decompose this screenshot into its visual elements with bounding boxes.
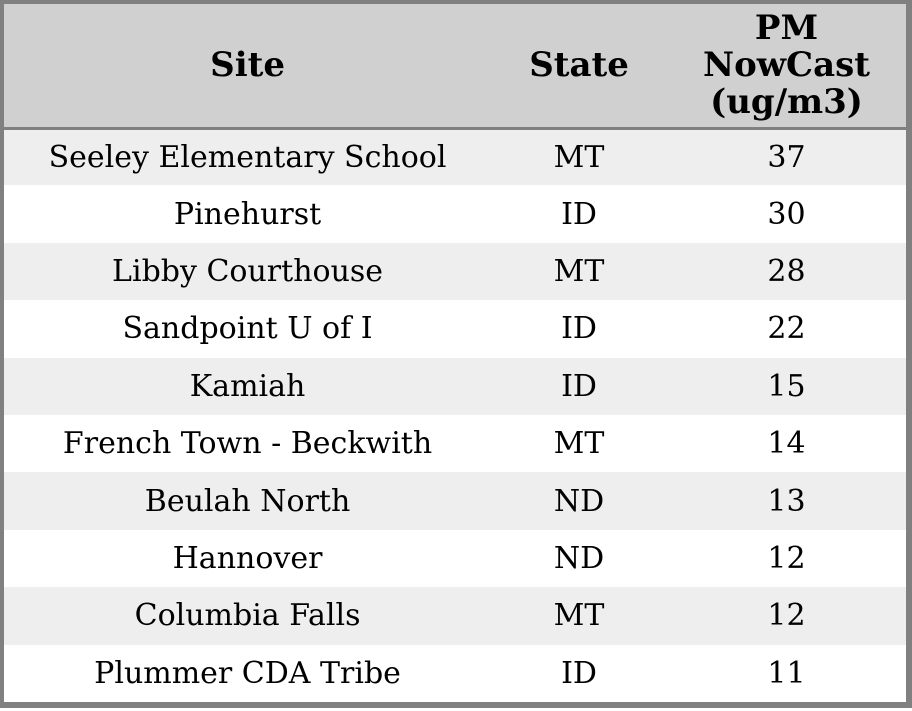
cell-pm_nowcast: 28 (767, 253, 806, 289)
header-row: Site State PM NowCast (ug/m3) (4, 4, 906, 130)
cell-site: Seeley Elementary School (48, 139, 447, 175)
cell-state: MT (553, 426, 605, 462)
cell-site: French Town - Beckwith (62, 426, 433, 462)
table-row: Plummer CDA Tribe ID 11 (4, 644, 906, 702)
table-row: Libby Courthouse MT 28 (4, 242, 906, 301)
table-row: French Town - Beckwith MT 14 (4, 414, 906, 473)
cell-site: Columbia Falls (134, 598, 361, 634)
cell-site: Libby Courthouse (112, 253, 384, 289)
table-row: Pinehurst ID 30 (4, 185, 906, 243)
cell-pm_nowcast: 37 (767, 139, 806, 175)
table-row: Seeley Elementary School MT 37 (4, 128, 906, 186)
cell-state: ID (561, 196, 597, 232)
table-body: Seeley Elementary School MT 37 Pinehurst ID 3… (4, 128, 906, 702)
column-header-pm-nowcast: PM NowCast (ug/m3) (666, 4, 906, 130)
cell-site: Pinehurst (173, 196, 322, 232)
cell-pm_nowcast: 12 (767, 598, 806, 634)
cell-state: MT (553, 253, 605, 289)
air-quality-table: Site State PM NowCast (ug/m3) Seeley Ele… (4, 4, 906, 702)
cell-site: Sandpoint U of I (122, 311, 373, 347)
cell-pm_nowcast: 13 (767, 483, 806, 519)
column-header-site-label: Site (210, 44, 285, 85)
cell-site: Plummer CDA Tribe (94, 655, 401, 691)
cell-pm_nowcast: 14 (767, 426, 806, 462)
cell-pm_nowcast: 12 (767, 540, 806, 576)
column-header-state-label: State (529, 44, 629, 85)
column-header-site: Site (4, 4, 492, 130)
table-row: Kamiah ID 15 (4, 357, 906, 415)
cell-state: ID (561, 655, 597, 691)
cell-state: ND (553, 540, 605, 576)
table-row: Beulah North ND 13 (4, 472, 906, 530)
cell-pm_nowcast: 22 (767, 311, 806, 347)
cell-site: Kamiah (189, 368, 306, 404)
table-row: Sandpoint U of I ID 22 (4, 300, 906, 358)
table-row: Hannover ND 12 (4, 529, 906, 588)
cell-pm_nowcast: 15 (767, 368, 806, 404)
column-header-pm-nowcast-label: PM NowCast (ug/m3) (703, 7, 870, 122)
cell-state: ID (561, 368, 597, 404)
cell-state: MT (553, 139, 605, 175)
cell-state: ND (553, 483, 605, 519)
cell-site: Beulah North (144, 483, 351, 519)
table-header: Site State PM NowCast (ug/m3) (4, 4, 906, 130)
cell-state: ID (561, 311, 597, 347)
cell-pm_nowcast: 30 (767, 196, 806, 232)
cell-site: Hannover (172, 540, 323, 576)
table-row: Columbia Falls MT 12 (4, 587, 906, 645)
cell-pm_nowcast: 11 (767, 655, 806, 691)
cell-state: MT (553, 598, 605, 634)
column-header-state: State (491, 4, 667, 130)
